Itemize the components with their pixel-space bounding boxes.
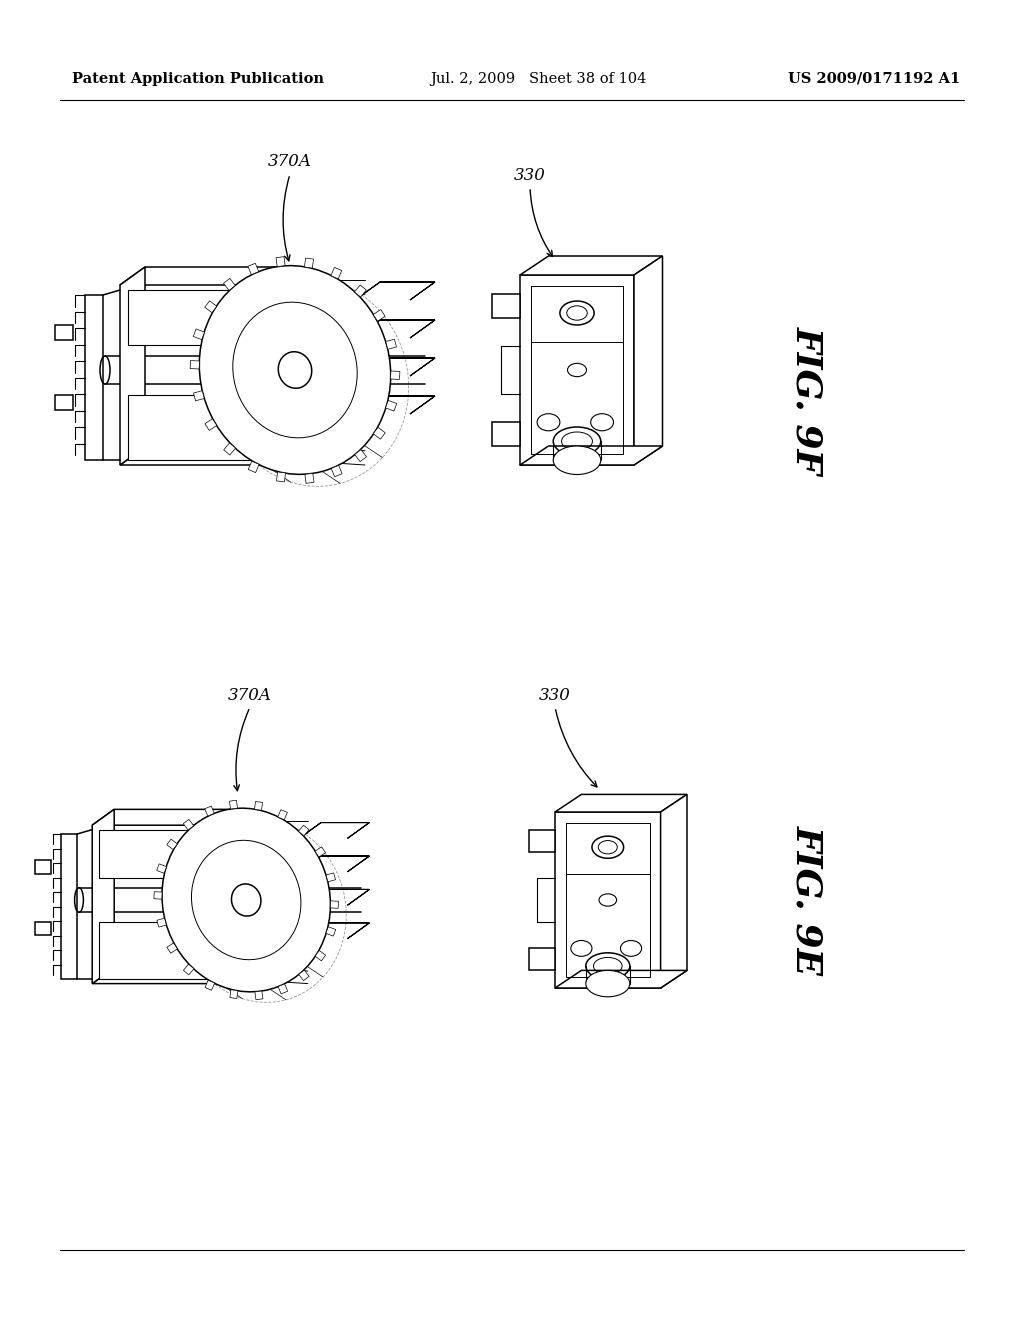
Polygon shape	[230, 990, 238, 998]
Polygon shape	[167, 942, 177, 953]
Polygon shape	[555, 812, 660, 987]
Text: 330: 330	[539, 686, 571, 704]
Text: 370A: 370A	[228, 686, 272, 704]
Polygon shape	[223, 279, 236, 290]
Polygon shape	[355, 282, 435, 300]
Polygon shape	[304, 259, 313, 268]
Polygon shape	[520, 275, 634, 465]
Text: Jul. 2, 2009   Sheet 38 of 104: Jul. 2, 2009 Sheet 38 of 104	[430, 73, 646, 86]
Polygon shape	[255, 991, 263, 999]
Polygon shape	[555, 970, 687, 987]
Polygon shape	[205, 981, 215, 990]
Polygon shape	[248, 461, 259, 473]
Polygon shape	[305, 474, 314, 483]
Polygon shape	[167, 840, 177, 850]
Polygon shape	[355, 319, 435, 338]
Polygon shape	[157, 863, 167, 874]
Text: FIG. 9E: FIG. 9E	[790, 825, 824, 975]
Polygon shape	[354, 285, 367, 297]
Polygon shape	[528, 948, 555, 970]
Polygon shape	[520, 256, 663, 275]
Ellipse shape	[232, 302, 357, 438]
Polygon shape	[255, 801, 262, 810]
Polygon shape	[55, 325, 73, 341]
Polygon shape	[390, 371, 400, 379]
Polygon shape	[355, 358, 435, 376]
Polygon shape	[85, 294, 103, 459]
Polygon shape	[555, 795, 687, 812]
Polygon shape	[299, 970, 309, 981]
Polygon shape	[315, 847, 326, 857]
Polygon shape	[92, 809, 115, 983]
Polygon shape	[278, 809, 288, 820]
Polygon shape	[355, 396, 435, 414]
Ellipse shape	[553, 446, 601, 474]
Polygon shape	[128, 290, 255, 345]
Ellipse shape	[586, 970, 630, 997]
Polygon shape	[229, 800, 238, 809]
Polygon shape	[386, 339, 396, 350]
Polygon shape	[528, 829, 555, 851]
Polygon shape	[634, 256, 663, 465]
Polygon shape	[205, 418, 217, 430]
Polygon shape	[205, 807, 214, 816]
Polygon shape	[279, 983, 288, 994]
Polygon shape	[385, 400, 396, 411]
Polygon shape	[276, 473, 286, 482]
Text: 330: 330	[514, 166, 546, 183]
Ellipse shape	[231, 884, 261, 916]
Polygon shape	[92, 968, 238, 983]
Polygon shape	[299, 855, 370, 871]
Polygon shape	[120, 267, 285, 285]
Text: Patent Application Publication: Patent Application Publication	[72, 73, 324, 86]
Polygon shape	[92, 809, 238, 825]
Polygon shape	[154, 892, 162, 899]
Polygon shape	[299, 822, 370, 838]
Polygon shape	[35, 861, 51, 874]
Polygon shape	[120, 267, 145, 465]
Polygon shape	[330, 900, 339, 908]
Polygon shape	[194, 391, 204, 401]
Polygon shape	[660, 795, 687, 987]
Polygon shape	[373, 310, 385, 321]
Polygon shape	[331, 466, 342, 477]
Polygon shape	[248, 263, 259, 275]
Polygon shape	[299, 923, 370, 939]
Polygon shape	[183, 964, 194, 974]
Polygon shape	[120, 447, 285, 465]
Polygon shape	[35, 921, 51, 935]
Polygon shape	[205, 301, 217, 313]
Polygon shape	[331, 268, 342, 279]
Polygon shape	[354, 450, 367, 462]
Polygon shape	[99, 921, 211, 979]
Polygon shape	[99, 829, 211, 878]
Ellipse shape	[191, 841, 301, 960]
Polygon shape	[298, 825, 309, 836]
Polygon shape	[492, 294, 520, 318]
Ellipse shape	[200, 265, 391, 474]
Polygon shape	[492, 422, 520, 446]
Polygon shape	[299, 890, 370, 906]
Polygon shape	[128, 395, 255, 459]
Text: 370A: 370A	[268, 153, 312, 170]
Polygon shape	[183, 820, 194, 830]
Polygon shape	[326, 927, 336, 936]
Polygon shape	[157, 919, 166, 927]
Text: FIG. 9F: FIG. 9F	[790, 326, 824, 474]
Polygon shape	[373, 428, 385, 440]
Text: US 2009/0171192 A1: US 2009/0171192 A1	[787, 73, 961, 86]
Polygon shape	[55, 395, 73, 411]
Polygon shape	[276, 256, 285, 267]
Ellipse shape	[162, 808, 331, 991]
Polygon shape	[61, 834, 77, 979]
Polygon shape	[326, 873, 336, 882]
Polygon shape	[190, 360, 200, 370]
Polygon shape	[194, 329, 205, 339]
Polygon shape	[315, 950, 326, 961]
Ellipse shape	[279, 351, 311, 388]
Polygon shape	[223, 444, 236, 455]
Polygon shape	[520, 446, 663, 465]
